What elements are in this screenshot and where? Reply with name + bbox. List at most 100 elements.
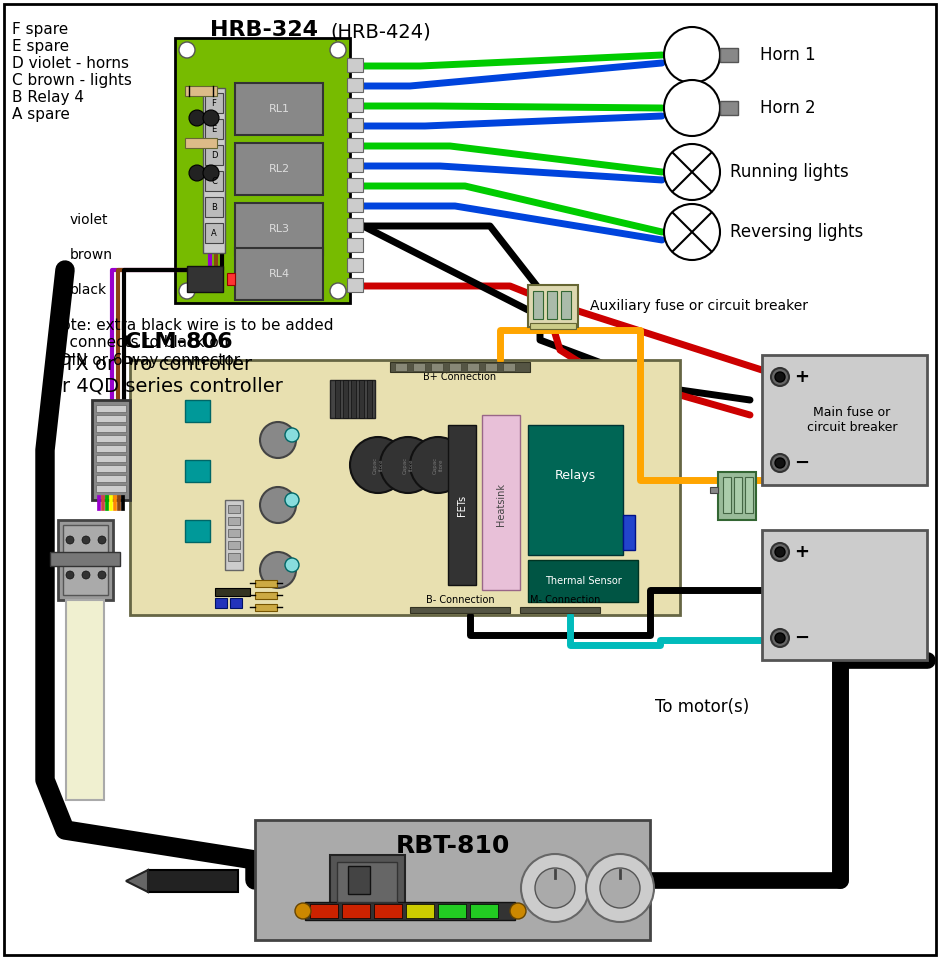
Text: violet: violet (70, 213, 108, 227)
Text: A spare: A spare (12, 107, 70, 122)
Circle shape (82, 536, 90, 544)
Circle shape (664, 27, 720, 83)
Text: RL2: RL2 (269, 164, 290, 174)
Text: To motor(s): To motor(s) (655, 698, 749, 716)
Bar (467, 363, 479, 371)
Bar (255, 580, 277, 587)
Circle shape (285, 493, 299, 507)
Bar (431, 363, 443, 371)
Bar (96, 415, 126, 422)
Bar (530, 323, 576, 329)
Text: E spare: E spare (12, 39, 70, 54)
Circle shape (380, 437, 436, 493)
Bar (96, 445, 126, 452)
Bar (63, 525, 108, 595)
Circle shape (189, 165, 205, 181)
Bar (96, 475, 126, 482)
Bar (130, 360, 680, 615)
Bar (448, 425, 476, 585)
Bar (185, 400, 210, 422)
Bar (734, 477, 742, 513)
Circle shape (771, 629, 789, 647)
Text: −: − (794, 629, 809, 647)
Bar (205, 197, 223, 217)
Text: Note: extra black wire is to be added
    connects to black on
  DIN or 6 way co: Note: extra black wire is to be added co… (50, 318, 334, 368)
Bar (185, 460, 210, 482)
Circle shape (66, 536, 74, 544)
Bar (528, 425, 623, 555)
Bar (228, 541, 240, 549)
Bar (305, 902, 515, 920)
Bar (330, 380, 375, 418)
Bar (348, 866, 370, 894)
Text: B+ Connection: B+ Connection (423, 372, 496, 382)
Bar (347, 118, 363, 132)
Bar (710, 487, 718, 493)
Text: M- Connection: M- Connection (530, 595, 600, 605)
Bar (205, 171, 223, 191)
Bar (105, 495, 108, 510)
Bar (470, 904, 498, 918)
Bar (406, 904, 434, 918)
Bar (347, 218, 363, 232)
Text: +: + (794, 543, 809, 561)
Circle shape (285, 558, 299, 572)
Bar (235, 143, 323, 195)
Bar (533, 291, 543, 319)
Text: B: B (212, 202, 217, 212)
Bar (187, 266, 223, 292)
Text: +: + (794, 368, 809, 386)
Bar (762, 530, 927, 660)
Bar (485, 363, 497, 371)
Bar (235, 248, 323, 300)
Bar (228, 517, 240, 525)
Text: RL4: RL4 (269, 269, 290, 279)
Bar (347, 238, 363, 252)
Bar (390, 362, 530, 372)
Text: Relays: Relays (555, 469, 596, 481)
Bar (230, 598, 242, 608)
Circle shape (330, 42, 346, 58)
Bar (720, 48, 738, 62)
Bar (335, 380, 340, 418)
Bar (413, 363, 425, 371)
Text: E: E (212, 125, 216, 133)
Bar (185, 138, 217, 148)
Circle shape (410, 437, 466, 493)
Bar (347, 178, 363, 192)
Text: Running lights: Running lights (730, 163, 849, 181)
Text: Horn 1: Horn 1 (760, 46, 816, 64)
Bar (561, 291, 571, 319)
Bar (148, 870, 238, 892)
Text: Heatsink: Heatsink (496, 483, 506, 526)
Bar (96, 465, 126, 472)
Bar (96, 405, 126, 412)
Circle shape (203, 165, 219, 181)
Bar (225, 500, 243, 570)
Text: B- Connection: B- Connection (426, 595, 494, 605)
Text: Capac
itore: Capac itore (372, 456, 384, 474)
Bar (228, 505, 240, 513)
Bar (255, 820, 650, 940)
Text: −: − (794, 454, 809, 472)
Bar (347, 158, 363, 172)
Bar (205, 119, 223, 139)
Circle shape (179, 283, 195, 299)
Bar (347, 278, 363, 292)
Circle shape (521, 854, 589, 922)
Text: brown: brown (70, 248, 113, 262)
Circle shape (771, 543, 789, 561)
Bar (96, 425, 126, 432)
Bar (185, 520, 210, 542)
Circle shape (664, 144, 720, 200)
Text: Reversing lights: Reversing lights (730, 223, 863, 241)
Bar (342, 904, 370, 918)
Bar (235, 203, 323, 255)
Circle shape (189, 110, 205, 126)
Bar (185, 86, 217, 96)
Circle shape (775, 547, 785, 557)
Bar (528, 560, 638, 602)
Bar (50, 552, 120, 566)
Bar (92, 400, 130, 500)
Bar (503, 363, 515, 371)
